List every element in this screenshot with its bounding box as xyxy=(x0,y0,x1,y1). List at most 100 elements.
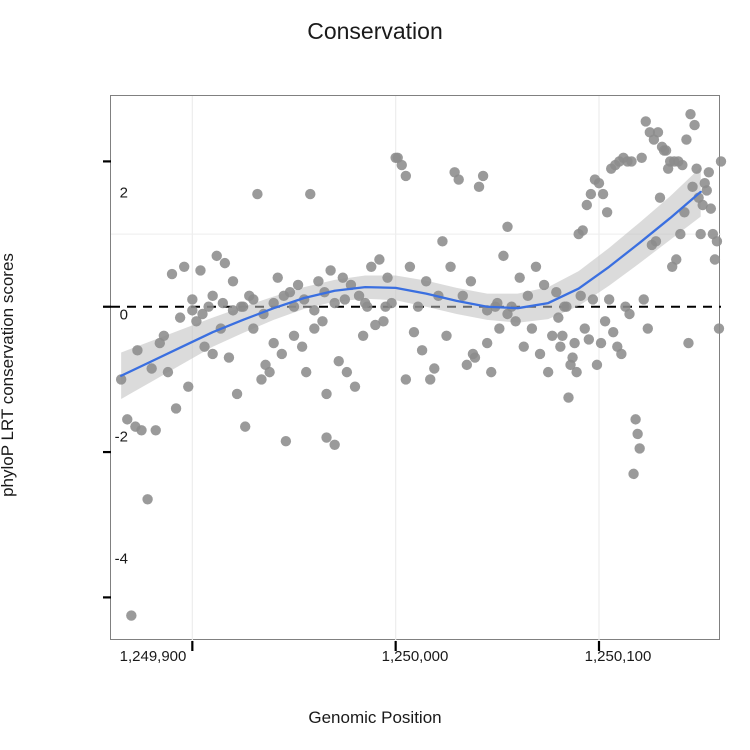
data-point[interactable] xyxy=(146,363,156,373)
data-point[interactable] xyxy=(527,323,537,333)
data-point[interactable] xyxy=(561,302,571,312)
data-point[interactable] xyxy=(228,305,238,315)
data-point[interactable] xyxy=(301,367,311,377)
data-point[interactable] xyxy=(519,342,529,352)
data-point[interactable] xyxy=(683,338,693,348)
data-point[interactable] xyxy=(360,298,370,308)
data-point[interactable] xyxy=(358,331,368,341)
data-point[interactable] xyxy=(325,265,335,275)
data-point[interactable] xyxy=(238,302,248,312)
data-point[interactable] xyxy=(212,251,222,261)
data-point[interactable] xyxy=(462,360,472,370)
data-point[interactable] xyxy=(553,312,563,322)
data-point[interactable] xyxy=(547,331,557,341)
data-point[interactable] xyxy=(643,323,653,333)
data-point[interactable] xyxy=(197,309,207,319)
data-point[interactable] xyxy=(594,178,604,188)
data-point[interactable] xyxy=(401,171,411,181)
data-point[interactable] xyxy=(305,189,315,199)
data-point[interactable] xyxy=(313,276,323,286)
data-point[interactable] xyxy=(628,469,638,479)
data-point[interactable] xyxy=(498,251,508,261)
data-point[interactable] xyxy=(183,381,193,391)
data-point[interactable] xyxy=(142,494,152,504)
data-point[interactable] xyxy=(687,182,697,192)
data-point[interactable] xyxy=(569,338,579,348)
data-point[interactable] xyxy=(445,262,455,272)
data-point[interactable] xyxy=(651,236,661,246)
data-point[interactable] xyxy=(366,262,376,272)
data-point[interactable] xyxy=(342,367,352,377)
data-point[interactable] xyxy=(151,425,161,435)
data-point[interactable] xyxy=(681,134,691,144)
data-point[interactable] xyxy=(309,305,319,315)
data-point[interactable] xyxy=(207,291,217,301)
data-point[interactable] xyxy=(626,156,636,166)
data-point[interactable] xyxy=(630,414,640,424)
data-point[interactable] xyxy=(478,171,488,181)
data-point[interactable] xyxy=(661,145,671,155)
data-point[interactable] xyxy=(624,309,634,319)
data-point[interactable] xyxy=(515,272,525,282)
data-point[interactable] xyxy=(429,363,439,373)
data-point[interactable] xyxy=(163,367,173,377)
data-point[interactable] xyxy=(380,302,390,312)
data-point[interactable] xyxy=(710,254,720,264)
data-point[interactable] xyxy=(220,258,230,268)
data-point[interactable] xyxy=(329,298,339,308)
data-point[interactable] xyxy=(374,254,384,264)
data-point[interactable] xyxy=(405,262,415,272)
data-point[interactable] xyxy=(602,207,612,217)
data-point[interactable] xyxy=(289,331,299,341)
data-point[interactable] xyxy=(437,236,447,246)
data-point[interactable] xyxy=(136,425,146,435)
data-point[interactable] xyxy=(582,200,592,210)
data-point[interactable] xyxy=(634,443,644,453)
data-point[interactable] xyxy=(409,327,419,337)
data-point[interactable] xyxy=(598,189,608,199)
data-point[interactable] xyxy=(706,203,716,213)
data-point[interactable] xyxy=(232,389,242,399)
data-point[interactable] xyxy=(279,291,289,301)
data-point[interactable] xyxy=(531,262,541,272)
data-point[interactable] xyxy=(716,156,726,166)
data-point[interactable] xyxy=(557,331,567,341)
data-point[interactable] xyxy=(122,414,132,424)
data-point[interactable] xyxy=(273,272,283,282)
data-point[interactable] xyxy=(600,316,610,326)
data-point[interactable] xyxy=(466,276,476,286)
data-point[interactable] xyxy=(167,269,177,279)
data-point[interactable] xyxy=(159,331,169,341)
data-point[interactable] xyxy=(195,265,205,275)
data-point[interactable] xyxy=(218,298,228,308)
data-point[interactable] xyxy=(655,193,665,203)
data-point[interactable] xyxy=(413,302,423,312)
data-point[interactable] xyxy=(382,272,392,282)
data-point[interactable] xyxy=(187,294,197,304)
data-point[interactable] xyxy=(695,229,705,239)
data-point[interactable] xyxy=(179,262,189,272)
data-point[interactable] xyxy=(639,294,649,304)
data-point[interactable] xyxy=(350,381,360,391)
data-point[interactable] xyxy=(281,436,291,446)
data-point[interactable] xyxy=(535,349,545,359)
data-point[interactable] xyxy=(441,331,451,341)
data-point[interactable] xyxy=(494,323,504,333)
data-point[interactable] xyxy=(468,349,478,359)
data-point[interactable] xyxy=(592,360,602,370)
data-point[interactable] xyxy=(565,360,575,370)
data-point[interactable] xyxy=(604,294,614,304)
data-point[interactable] xyxy=(689,120,699,130)
data-point[interactable] xyxy=(132,345,142,355)
data-point[interactable] xyxy=(187,305,197,315)
data-point[interactable] xyxy=(474,182,484,192)
data-point[interactable] xyxy=(510,316,520,326)
data-point[interactable] xyxy=(596,338,606,348)
data-point[interactable] xyxy=(264,367,274,377)
data-point[interactable] xyxy=(277,349,287,359)
data-point[interactable] xyxy=(563,392,573,402)
data-point[interactable] xyxy=(584,334,594,344)
data-point[interactable] xyxy=(207,349,217,359)
data-point[interactable] xyxy=(338,272,348,282)
data-point[interactable] xyxy=(675,229,685,239)
